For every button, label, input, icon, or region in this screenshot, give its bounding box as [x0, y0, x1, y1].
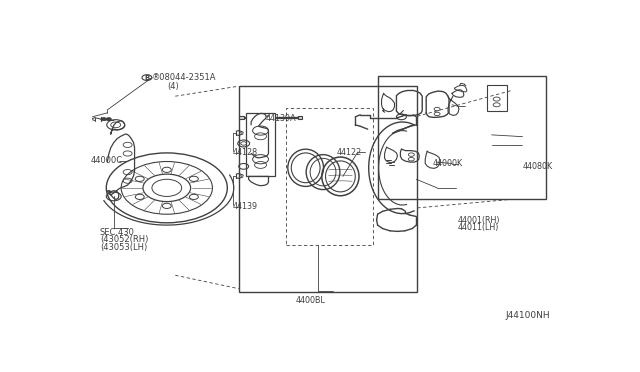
Text: (43053(LH): (43053(LH): [100, 243, 147, 252]
Circle shape: [101, 118, 106, 121]
Bar: [239, 116, 244, 119]
Circle shape: [106, 118, 111, 121]
Text: 44080K: 44080K: [522, 162, 552, 171]
Text: 44139A: 44139A: [266, 114, 296, 123]
Text: B: B: [145, 74, 150, 81]
Text: 4400BL: 4400BL: [296, 296, 326, 305]
Text: 44122: 44122: [337, 148, 362, 157]
Bar: [246, 113, 275, 176]
Text: J44100NH: J44100NH: [506, 311, 550, 320]
Text: 44139: 44139: [233, 202, 258, 211]
Text: SEC.430: SEC.430: [100, 228, 134, 237]
Text: ®08044-2351A: ®08044-2351A: [152, 73, 216, 82]
Bar: [298, 116, 302, 119]
Bar: [286, 108, 372, 245]
Text: 44000K: 44000K: [432, 159, 462, 168]
Text: (4): (4): [167, 82, 179, 91]
Text: 44001(RH): 44001(RH): [458, 216, 500, 225]
Bar: [378, 76, 547, 199]
Bar: [239, 86, 417, 292]
Bar: [486, 85, 507, 110]
Text: 44128: 44128: [233, 148, 258, 157]
Text: (43052(RH): (43052(RH): [100, 235, 148, 244]
Text: 44011(LH): 44011(LH): [458, 224, 499, 232]
Text: 44000C: 44000C: [91, 156, 123, 165]
